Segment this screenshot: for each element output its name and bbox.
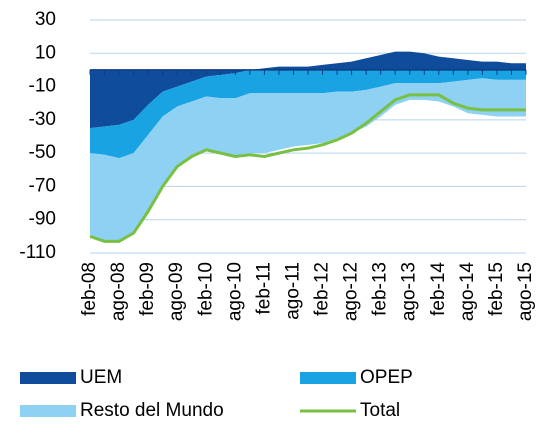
x-tick-label: ago-10 <box>224 262 245 321</box>
legend-label: OPEP <box>360 367 413 388</box>
x-tick-label: feb-08 <box>79 262 100 316</box>
x-tick-label: ago-11 <box>282 262 303 320</box>
legend-swatch <box>300 372 356 384</box>
x-tick-label: feb-09 <box>137 262 158 316</box>
x-tick-label: ago-13 <box>399 262 420 321</box>
y-tick-label: 30 <box>35 9 56 30</box>
x-tick-label: feb-15 <box>486 262 507 316</box>
x-tick-label: feb-12 <box>312 262 333 316</box>
x-tick-label: ago-15 <box>515 262 536 321</box>
x-tick-label: ago-12 <box>341 262 362 321</box>
legend-swatch <box>20 405 76 417</box>
area <box>90 69 526 159</box>
area <box>90 78 526 242</box>
y-tick-label: -30 <box>29 109 56 130</box>
y-tick-label: -70 <box>29 175 56 196</box>
y-tick-label: -90 <box>29 209 56 230</box>
x-tick-label: feb-13 <box>370 262 391 316</box>
y-tick-label: -50 <box>29 142 56 163</box>
legend-label: Total <box>360 400 400 421</box>
x-tick-label: feb-11 <box>253 262 274 314</box>
legend-label: UEM <box>80 367 122 388</box>
x-tick-label: ago-14 <box>457 262 478 322</box>
legend-swatch <box>20 372 76 384</box>
y-tick-label: -10 <box>29 76 56 97</box>
y-tick-label: 10 <box>35 42 56 63</box>
y-tick-label: -110 <box>19 242 56 263</box>
x-tick-label: feb-14 <box>428 262 449 316</box>
x-tick-label: feb-10 <box>195 262 216 316</box>
area <box>90 51 526 129</box>
x-tick-label: ago-09 <box>166 262 187 321</box>
x-tick-label: ago-08 <box>108 262 129 321</box>
legend-label: Resto del Mundo <box>80 400 224 421</box>
line <box>89 93 526 243</box>
